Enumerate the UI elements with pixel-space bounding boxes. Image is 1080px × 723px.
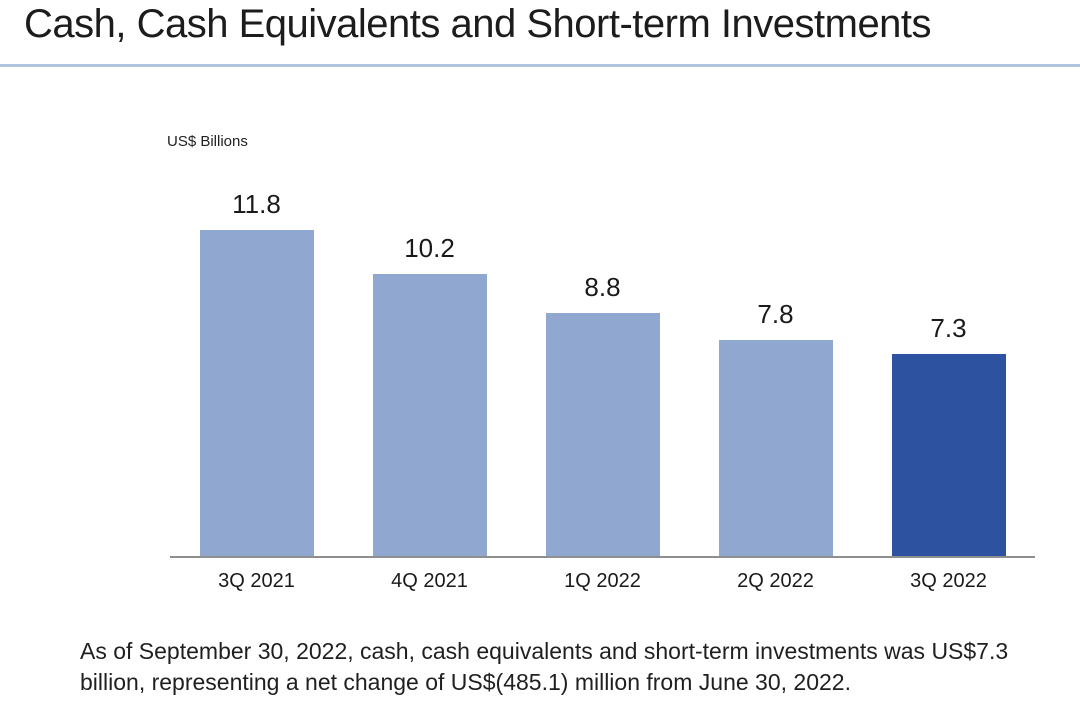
title-divider	[0, 64, 1080, 67]
x-axis-label: 3Q 2021	[218, 570, 295, 592]
bar-3q-2022	[891, 354, 1006, 556]
x-axis-label: 3Q 2022	[910, 570, 987, 592]
bar-value-label: 7.3	[930, 313, 967, 344]
x-axis-label: 1Q 2022	[564, 570, 641, 592]
bar-1q-2022	[545, 312, 660, 556]
bar-value-label: 7.8	[757, 299, 794, 330]
x-axis-label: 4Q 2021	[391, 570, 468, 592]
y-axis-units-label: US$ Billions	[167, 133, 248, 150]
x-axis-label: 2Q 2022	[737, 570, 814, 592]
page-title: Cash, Cash Equivalents and Short-term In…	[24, 2, 932, 46]
footnote: As of September 30, 2022, cash, cash equ…	[80, 638, 1009, 696]
bar-value-label: 10.2	[404, 232, 455, 263]
bar-2q-2022	[718, 340, 833, 556]
bar-3q-2021	[199, 229, 314, 556]
bar-4q-2021	[372, 273, 487, 556]
bar-value-label: 8.8	[584, 271, 621, 302]
bar-value-label: 11.8	[232, 188, 281, 219]
plot-area: 11.8 3Q 2021 10.2 4Q 2021 8.8 1Q 2022 7.8 2Q 20…	[170, 189, 1035, 592]
